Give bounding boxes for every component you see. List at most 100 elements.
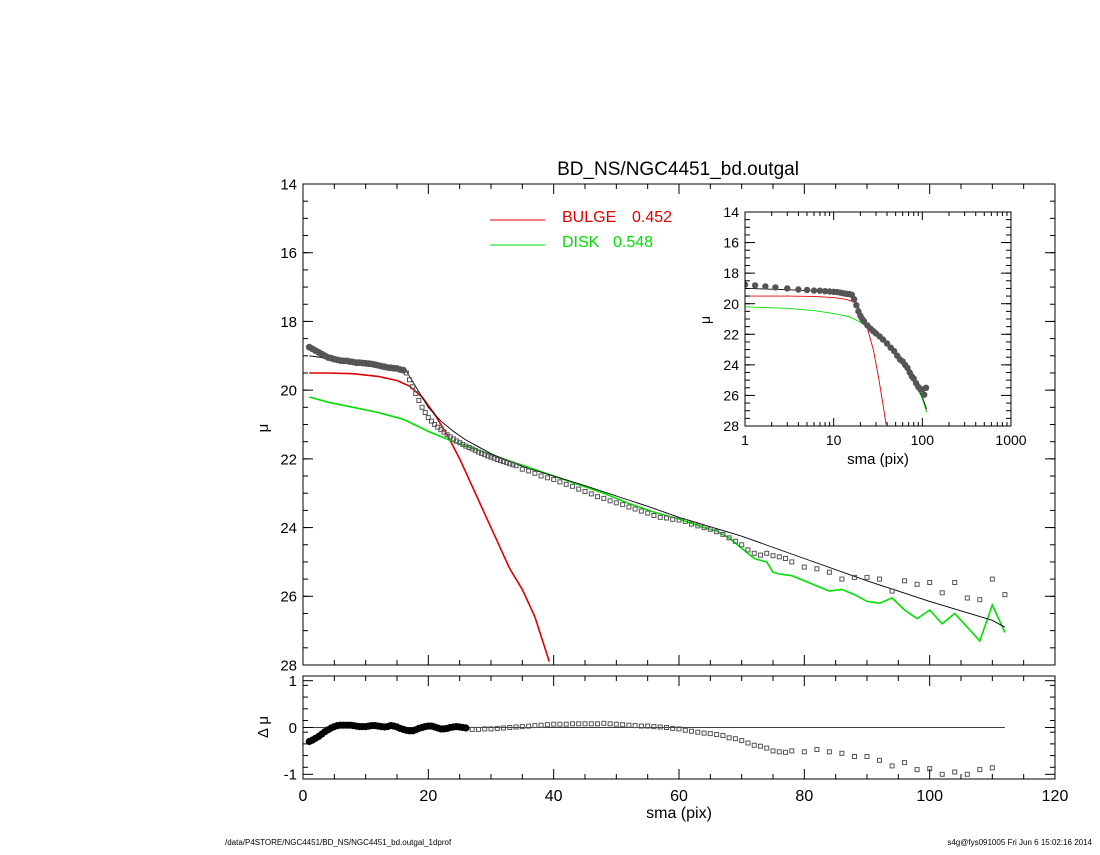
inset-panel: 14 16 18 20 22 24 26 28 1 10 100 1000 μ sma (pix) bbox=[697, 204, 1027, 468]
inset-data-point bbox=[751, 282, 759, 289]
observed-profile-point bbox=[638, 508, 644, 514]
observed-profile-point bbox=[538, 473, 544, 479]
observed-profile-point bbox=[519, 466, 525, 472]
legend-bulge-label: BULGE bbox=[562, 209, 616, 226]
residual-point bbox=[626, 722, 632, 728]
observed-profile-point bbox=[403, 370, 409, 376]
inset-data-point bbox=[803, 286, 811, 294]
residual-point bbox=[939, 771, 945, 777]
inset-bulge-line bbox=[745, 295, 887, 425]
observed-profile-point bbox=[613, 500, 619, 506]
observed-profile-point bbox=[789, 559, 795, 565]
x-tick-label: 40 bbox=[545, 788, 563, 805]
observed-profile-point bbox=[416, 398, 422, 403]
observed-profile-point bbox=[407, 377, 412, 383]
residual-point bbox=[532, 723, 538, 729]
residual-point bbox=[682, 727, 688, 733]
observed-profile-point bbox=[952, 580, 958, 585]
y-tick-label: 16 bbox=[723, 235, 739, 251]
residual-point bbox=[607, 721, 613, 727]
x-tick-label: 60 bbox=[670, 788, 688, 805]
x-axis-label: sma (pix) bbox=[646, 805, 712, 822]
observed-profile-point bbox=[501, 459, 506, 465]
chart-title: BD_NS/NGC4451_bd.outgal bbox=[557, 159, 799, 180]
residual-point bbox=[620, 722, 626, 728]
residual-plot-area bbox=[303, 720, 1005, 777]
observed-profile-point bbox=[751, 550, 757, 556]
observed-profile-point bbox=[513, 463, 519, 469]
main-plot-area bbox=[305, 343, 1008, 662]
residual-point bbox=[469, 726, 475, 732]
residual-point bbox=[513, 724, 519, 730]
residual-point bbox=[488, 726, 494, 732]
observed-profile-point bbox=[476, 449, 481, 455]
residual-point bbox=[714, 732, 720, 737]
observed-profile-point bbox=[510, 462, 516, 468]
observed-profile-point bbox=[488, 454, 494, 460]
observed-profile-point bbox=[864, 574, 870, 580]
observed-profile-point bbox=[989, 576, 995, 582]
residual-point bbox=[952, 769, 958, 775]
observed-profile-point bbox=[902, 578, 908, 584]
observed-profile-point bbox=[651, 513, 657, 518]
observed-profile-point bbox=[927, 580, 933, 585]
observed-profile-point bbox=[707, 526, 713, 532]
inset-x-tick-label: 100 bbox=[911, 432, 935, 448]
observed-profile-point bbox=[607, 498, 613, 504]
residual-point bbox=[726, 735, 732, 741]
observed-profile-point bbox=[852, 574, 857, 580]
residual-point bbox=[720, 733, 726, 738]
observed-profile-point bbox=[689, 521, 694, 527]
residual-point bbox=[739, 738, 745, 744]
observed-profile-point bbox=[601, 495, 607, 501]
observed-profile-point bbox=[758, 552, 763, 558]
observed-profile-point bbox=[745, 547, 751, 553]
observed-profile-point bbox=[491, 455, 497, 461]
residual-point bbox=[826, 749, 832, 755]
y-tick-label: 22 bbox=[280, 451, 297, 468]
residual-point bbox=[839, 750, 845, 756]
residual-point bbox=[783, 749, 788, 755]
observed-profile-point bbox=[494, 457, 500, 462]
residual-point bbox=[751, 742, 757, 748]
observed-profile-point bbox=[776, 554, 782, 560]
inset-data-point bbox=[890, 347, 898, 355]
residual-point bbox=[563, 721, 569, 727]
y-tick-label: 24 bbox=[723, 357, 739, 373]
observed-profile-point bbox=[576, 486, 582, 492]
main-panel: BD_NS/NGC4451_bd.outgal 14 16 18 20 22 24 26 28… bbox=[255, 159, 1056, 674]
residual-point bbox=[494, 725, 500, 731]
residual-point bbox=[595, 721, 600, 727]
x-tick-label: 20 bbox=[419, 788, 437, 805]
residual-point bbox=[701, 730, 707, 736]
residual-point bbox=[864, 754, 870, 759]
y-tick-label: 18 bbox=[280, 314, 297, 331]
observed-profile-point bbox=[544, 475, 550, 481]
inset-data-point bbox=[745, 281, 749, 288]
residual-point bbox=[670, 725, 676, 731]
residual-point bbox=[551, 721, 557, 727]
observed-profile-point bbox=[726, 535, 732, 541]
observed-profile-point bbox=[739, 542, 745, 548]
y-tick-label: 28 bbox=[723, 418, 739, 434]
observed-profile-point bbox=[783, 556, 788, 561]
residual-point bbox=[507, 725, 513, 730]
observed-profile-point bbox=[429, 418, 434, 424]
observed-profile-point bbox=[482, 452, 488, 458]
observed-profile-point bbox=[964, 595, 970, 601]
y-tick-label: 14 bbox=[280, 176, 297, 193]
y-tick-label: 22 bbox=[723, 326, 739, 342]
y-tick-label: 26 bbox=[280, 589, 297, 606]
residual-point bbox=[657, 724, 663, 730]
footer-user-timestamp: s4g@fys091005 Fri Jun 6 15:02:16 2014 bbox=[947, 838, 1092, 847]
legend-disk-value: 0.548 bbox=[613, 234, 653, 251]
residual-point bbox=[462, 724, 470, 732]
observed-profile-point bbox=[620, 502, 626, 508]
observed-profile-point bbox=[682, 518, 688, 524]
residual-point bbox=[977, 767, 983, 773]
y-tick-label: 1 bbox=[289, 673, 297, 690]
residual-point bbox=[764, 745, 770, 751]
inset-y-label: μ bbox=[697, 316, 713, 324]
inset-data-point bbox=[922, 384, 930, 391]
